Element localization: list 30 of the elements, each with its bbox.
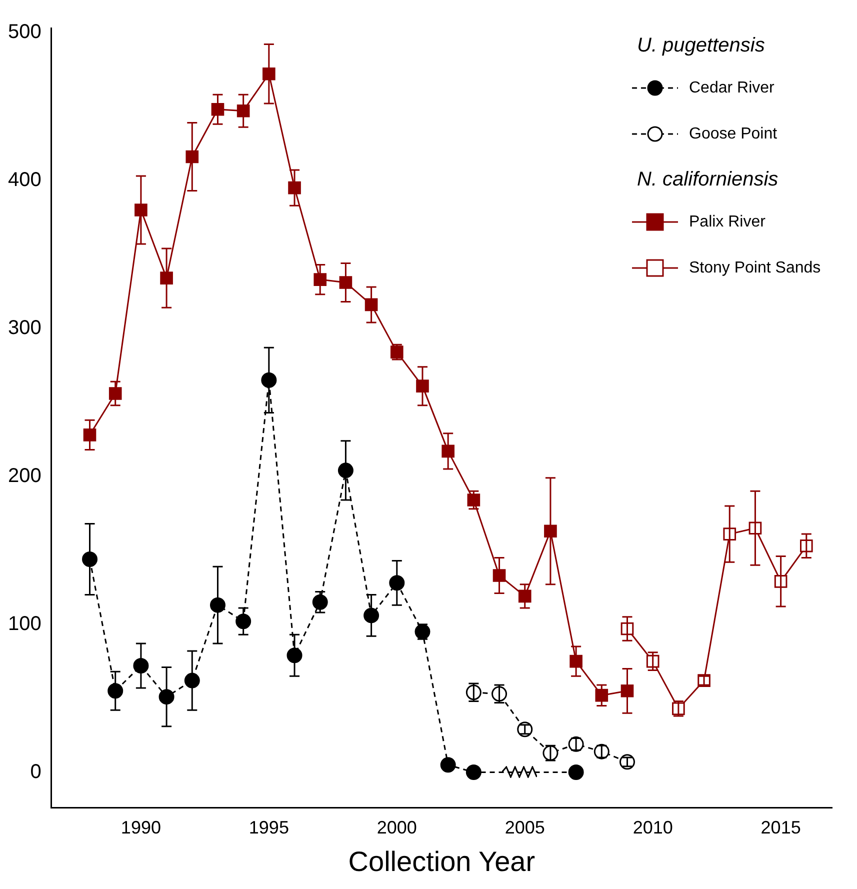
y-tick-label: 400 [8, 168, 42, 191]
x-tick-label: 1990 [120, 818, 161, 838]
x-tick-label: 2010 [632, 818, 673, 838]
point [440, 757, 456, 773]
point [262, 67, 276, 80]
y-tick-label: 200 [8, 464, 42, 487]
point [160, 272, 173, 284]
legend-label: Stony Point Sands [689, 259, 821, 276]
annotation: N. californiensis [637, 168, 778, 191]
y-tick-label: 100 [8, 612, 42, 635]
legend-label: Goose Point [689, 125, 778, 142]
point [134, 204, 148, 216]
x-tick-label: 2005 [504, 818, 545, 838]
point [314, 273, 327, 286]
y-tick-label: 0 [30, 760, 42, 783]
point [108, 387, 122, 400]
x-tick-label: 2000 [376, 818, 417, 838]
x-tick-label: 1995 [248, 818, 289, 838]
y-tick-label: 300 [8, 316, 42, 339]
point [568, 764, 584, 780]
legend-label: Cedar River [689, 79, 776, 96]
annotation: U. pugettensis [637, 34, 765, 57]
point [466, 764, 482, 780]
x-tick-label: 2015 [760, 818, 801, 838]
x-axis-title: Collection Year [348, 846, 536, 877]
point [416, 380, 429, 392]
point [544, 524, 557, 538]
y-tick-label: 500 [8, 20, 42, 43]
point [595, 688, 608, 702]
legend-label: Palix River [689, 213, 766, 230]
